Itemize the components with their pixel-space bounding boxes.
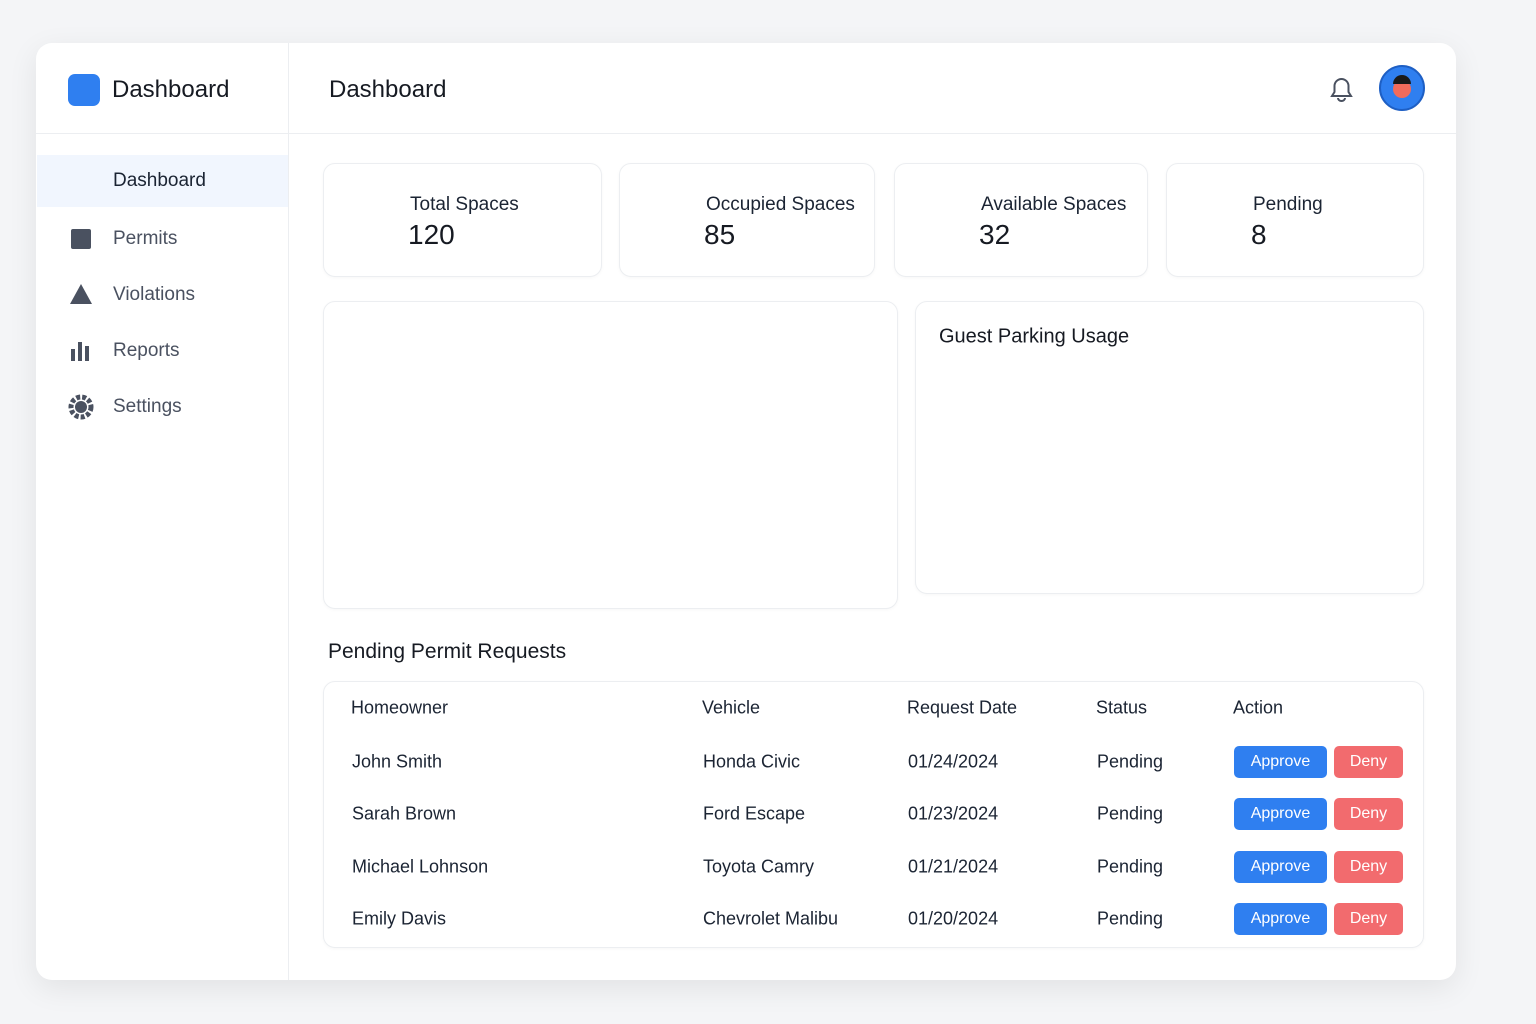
stat-value: 120 <box>408 219 455 250</box>
nav-item[interactable]: Reports <box>113 340 180 361</box>
stat-card <box>323 163 602 277</box>
column-header: Homeowner <box>351 697 449 718</box>
stat-value: 32 <box>979 219 1011 250</box>
page-title: Dashboard <box>329 76 447 103</box>
table-cell: John Smith <box>352 751 443 772</box>
map-card <box>323 301 898 609</box>
table-cell: Toyota Camry <box>703 856 815 877</box>
chart-card <box>915 301 1424 594</box>
table-cell: Emily Davis <box>352 908 447 929</box>
table-cell: Pending <box>1097 803 1164 824</box>
stat-card <box>619 163 875 277</box>
stat-card <box>894 163 1148 277</box>
stat-label: Available Spaces <box>981 194 1127 215</box>
column-header: Request Date <box>907 697 1018 718</box>
brand-name: Dashboard <box>112 76 230 103</box>
chart-title: Guest Parking Usage <box>939 325 1130 348</box>
stat-card <box>1166 163 1424 277</box>
stat-value: 85 <box>704 219 736 250</box>
approve-button[interactable]: Approve <box>1234 798 1327 830</box>
column-header: Status <box>1096 697 1148 718</box>
nav-item[interactable]: Permits <box>113 228 178 249</box>
nav-active-bg <box>37 155 288 207</box>
table-cell: 01/21/2024 <box>908 856 999 877</box>
table-cell: Pending <box>1097 908 1164 929</box>
table-cell: 01/20/2024 <box>908 908 999 929</box>
approve-button[interactable]: Approve <box>1234 851 1327 883</box>
table-cell: Pending <box>1097 751 1164 772</box>
nav-item[interactable]: Violations <box>113 284 196 305</box>
approve-button[interactable]: Approve <box>1234 746 1327 778</box>
deny-button[interactable]: Deny <box>1334 746 1403 778</box>
table-cell: 01/24/2024 <box>908 751 999 772</box>
column-header: Action <box>1233 697 1284 718</box>
stat-value: 8 <box>1251 219 1267 250</box>
stat-label: Total Spaces <box>410 194 519 215</box>
table-cell: Sarah Brown <box>352 803 457 824</box>
table-cell: 01/23/2024 <box>908 803 999 824</box>
deny-button[interactable]: Deny <box>1334 851 1403 883</box>
approve-button[interactable]: Approve <box>1234 903 1327 935</box>
deny-button[interactable]: Deny <box>1334 798 1403 830</box>
nav-item[interactable]: Settings <box>113 396 182 417</box>
table-cell: Michael Lohnson <box>352 856 489 877</box>
nav-item[interactable]: Dashboard <box>113 170 206 191</box>
column-header: Vehicle <box>702 697 761 718</box>
table-title: Pending Permit Requests <box>328 640 567 663</box>
deny-button[interactable]: Deny <box>1334 903 1403 935</box>
stat-label: Pending <box>1253 194 1323 215</box>
table-cell: Chevrolet Malibu <box>703 908 839 929</box>
table-cell: Honda Civic <box>703 751 801 772</box>
table-cell: Ford Escape <box>703 803 806 824</box>
stat-label: Occupied Spaces <box>706 194 855 215</box>
table-cell: Pending <box>1097 856 1164 877</box>
